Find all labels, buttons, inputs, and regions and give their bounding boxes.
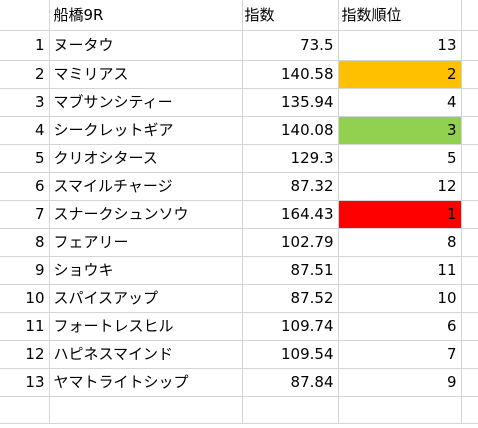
header-row: 船橋9R 指数 指数順位 [0, 0, 478, 31]
row-number-cell[interactable]: 9 [0, 256, 50, 285]
index-cell[interactable]: 73.5 [242, 30, 339, 61]
index-cell[interactable]: 87.84 [242, 368, 339, 397]
extra-cell[interactable] [461, 172, 478, 201]
extra-cell[interactable] [461, 340, 478, 369]
table-row: 13 ヤマトライトシップ 87.84 9 [0, 368, 478, 397]
table-row: 8 フェアリー 102.79 8 [0, 228, 478, 257]
horse-name-cell[interactable]: ヌータウ [49, 30, 243, 61]
rank-cell[interactable]: 3 [338, 116, 462, 145]
index-cell[interactable]: 87.52 [242, 284, 339, 313]
horse-name-cell[interactable]: スナークシュンソウ [49, 200, 243, 229]
row-number-cell[interactable]: 8 [0, 228, 50, 257]
extra-cell[interactable] [461, 228, 478, 257]
horse-name-cell[interactable]: フォートレスヒル [49, 312, 243, 341]
index-cell[interactable]: 140.08 [242, 116, 339, 145]
horse-name-cell[interactable]: ヤマトライトシップ [49, 368, 243, 397]
header-no-cell[interactable] [0, 0, 50, 31]
horse-name-cell[interactable]: マブサンシティー [49, 88, 243, 117]
index-cell[interactable]: 102.79 [242, 228, 339, 257]
rank-cell[interactable]: 6 [338, 312, 462, 341]
extra-cell[interactable] [461, 30, 478, 61]
horse-name-cell[interactable]: スパイスアップ [49, 284, 243, 313]
row-number-cell[interactable]: 4 [0, 116, 50, 145]
table-row: 6 スマイルチャージ 87.32 12 [0, 172, 478, 201]
row-number-cell[interactable]: 10 [0, 284, 50, 313]
table-row: 1 ヌータウ 73.5 13 [0, 30, 478, 61]
empty-row [0, 396, 478, 424]
index-cell[interactable]: 164.43 [242, 200, 339, 229]
index-cell[interactable]: 140.58 [242, 60, 339, 89]
extra-cell[interactable] [461, 60, 478, 89]
rank-cell[interactable]: 11 [338, 256, 462, 285]
index-cell[interactable]: 109.54 [242, 340, 339, 369]
horse-name-cell[interactable]: クリオシタース [49, 144, 243, 173]
rank-cell[interactable]: 7 [338, 340, 462, 369]
empty-cell[interactable] [338, 396, 462, 424]
table-row: 7 スナークシュンソウ 164.43 1 [0, 200, 478, 229]
index-cell[interactable]: 129.3 [242, 144, 339, 173]
index-cell[interactable]: 87.51 [242, 256, 339, 285]
rank-cell[interactable]: 1 [338, 200, 462, 229]
header-extra-cell[interactable] [461, 0, 478, 31]
row-number-cell[interactable]: 7 [0, 200, 50, 229]
index-cell[interactable]: 135.94 [242, 88, 339, 117]
index-cell[interactable]: 109.74 [242, 312, 339, 341]
rank-cell[interactable]: 10 [338, 284, 462, 313]
empty-cell[interactable] [461, 396, 478, 424]
rank-cell[interactable]: 13 [338, 30, 462, 61]
row-number-cell[interactable]: 1 [0, 30, 50, 61]
rank-cell[interactable]: 4 [338, 88, 462, 117]
table-row: 2 マミリアス 140.58 2 [0, 60, 478, 89]
extra-cell[interactable] [461, 200, 478, 229]
rank-cell[interactable]: 2 [338, 60, 462, 89]
rank-cell[interactable]: 9 [338, 368, 462, 397]
header-rank-cell[interactable]: 指数順位 [338, 0, 462, 31]
horse-name-cell[interactable]: フェアリー [49, 228, 243, 257]
horse-name-cell[interactable]: ハピネスマインド [49, 340, 243, 369]
horse-name-cell[interactable]: スマイルチャージ [49, 172, 243, 201]
rank-cell[interactable]: 8 [338, 228, 462, 257]
horse-name-cell[interactable]: シークレットギア [49, 116, 243, 145]
extra-cell[interactable] [461, 88, 478, 117]
extra-cell[interactable] [461, 368, 478, 397]
table-row: 4 シークレットギア 140.08 3 [0, 116, 478, 145]
header-index-cell[interactable]: 指数 [242, 0, 339, 31]
table-row: 11 フォートレスヒル 109.74 6 [0, 312, 478, 341]
table-row: 12 ハピネスマインド 109.54 7 [0, 340, 478, 369]
row-number-cell[interactable]: 6 [0, 172, 50, 201]
header-race-cell[interactable]: 船橋9R [49, 0, 243, 31]
extra-cell[interactable] [461, 256, 478, 285]
extra-cell[interactable] [461, 116, 478, 145]
empty-cell[interactable] [49, 396, 243, 424]
extra-cell[interactable] [461, 144, 478, 173]
horse-name-cell[interactable]: マミリアス [49, 60, 243, 89]
rank-cell[interactable]: 5 [338, 144, 462, 173]
empty-cell[interactable] [242, 396, 339, 424]
row-number-cell[interactable]: 12 [0, 340, 50, 369]
extra-cell[interactable] [461, 312, 478, 341]
horse-name-cell[interactable]: ショウキ [49, 256, 243, 285]
table-row: 9 ショウキ 87.51 11 [0, 256, 478, 285]
row-number-cell[interactable]: 5 [0, 144, 50, 173]
row-number-cell[interactable]: 3 [0, 88, 50, 117]
rank-cell[interactable]: 12 [338, 172, 462, 201]
table-row: 10 スパイスアップ 87.52 10 [0, 284, 478, 313]
row-number-cell[interactable]: 2 [0, 60, 50, 89]
row-number-cell[interactable]: 11 [0, 312, 50, 341]
extra-cell[interactable] [461, 284, 478, 313]
empty-cell[interactable] [0, 396, 50, 424]
table-row: 3 マブサンシティー 135.94 4 [0, 88, 478, 117]
row-number-cell[interactable]: 13 [0, 368, 50, 397]
table-row: 5 クリオシタース 129.3 5 [0, 144, 478, 173]
index-cell[interactable]: 87.32 [242, 172, 339, 201]
